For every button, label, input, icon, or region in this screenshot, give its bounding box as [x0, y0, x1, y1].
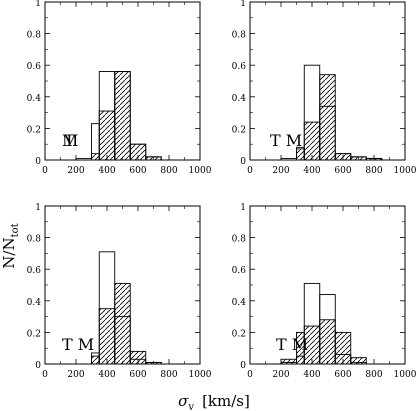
y-tick-label: 1: [35, 203, 41, 213]
x-tick-label: 200: [272, 166, 289, 176]
y-tick-label: 0.2: [232, 125, 246, 135]
x-tick-label: 0: [247, 370, 253, 380]
x-tick-label: 800: [160, 370, 177, 380]
y-tick-label: 0.4: [232, 94, 247, 104]
hatched-bar: [319, 319, 336, 365]
x-axis-label-units: [km/s]: [202, 392, 250, 410]
x-tick-label: 600: [129, 370, 146, 380]
y-tick-label: 0.2: [232, 329, 246, 339]
histogram-panel-top-right: 0 200 400 600 800 1000 0 0.2 0.4 0.6 0.8 1 T M: [232, 0, 417, 176]
x-tick-label: 200: [67, 370, 84, 380]
x-tick-label: 400: [98, 370, 115, 380]
y-tick-label: 1: [240, 0, 246, 9]
x-tick-label: 200: [272, 370, 289, 380]
x-tick-label: 0: [247, 166, 253, 176]
x-tick-label: 1000: [189, 370, 212, 380]
x-tick-label: 1000: [394, 370, 417, 380]
hatched-bar: [91, 355, 100, 365]
panel-annotation: T M: [270, 131, 302, 150]
y-tick-label: 0.8: [232, 235, 247, 245]
y-tick-label: 0.8: [27, 235, 42, 245]
y-tick-label: 0.8: [232, 31, 247, 41]
x-axis-label: σv [km/s]: [178, 392, 250, 411]
y-tick-label: 1: [240, 203, 246, 213]
y-tick-label: 0.6: [27, 266, 42, 276]
panel-annotation: T M: [62, 335, 94, 354]
y-tick-label: 0.6: [232, 62, 247, 72]
hatched-bar: [91, 153, 100, 161]
y-tick-label: 0: [240, 361, 246, 371]
x-tick-label: 1000: [394, 166, 417, 176]
y-axis-label: N/Ntot: [0, 223, 21, 268]
x-tick-label: 200: [67, 166, 84, 176]
x-tick-label: 800: [365, 370, 382, 380]
x-tick-label: 1000: [189, 166, 212, 176]
x-tick-label: 600: [129, 166, 146, 176]
x-tick-label: 400: [303, 370, 320, 380]
x-tick-label: 400: [303, 166, 320, 176]
x-tick-label: 800: [160, 166, 177, 176]
x-tick-label: 800: [365, 166, 382, 176]
y-tick-label: 0.2: [27, 125, 41, 135]
hatched-bar: [296, 148, 305, 161]
histogram-panel-bottom-right: 0 200 400 600 800 1000 0 0.2 0.4 0.6 0.8 1 T M: [232, 203, 417, 380]
panel-annotation-overlap: T: [64, 131, 75, 150]
y-tick-label: 0.4: [27, 94, 42, 104]
histogram-panel-bottom-left: 0 200 400 600 800 1000 0 0.2 0.4 0.6 0.8 1 T M: [27, 203, 212, 380]
y-axis-label-main: N/N: [0, 237, 18, 268]
x-tick-label: 0: [42, 166, 48, 176]
x-tick-label: 400: [98, 166, 115, 176]
hatched-bar: [303, 121, 321, 161]
x-axis-label-subscript: v: [187, 402, 194, 411]
histogram-panel-top-left: 0 200 400 600 800 1000 0 0.2 0.4 0.6 0.8 1 MT: [27, 0, 212, 176]
x-tick-label: 600: [334, 166, 351, 176]
y-tick-label: 0.6: [232, 266, 247, 276]
x-tick-label: 600: [334, 370, 351, 380]
y-tick-label: 0: [35, 157, 41, 167]
panel-annotation: T M: [276, 335, 308, 354]
hatched-bar: [280, 358, 297, 365]
hatched-bar: [114, 71, 131, 161]
hatched-bar: [319, 74, 336, 161]
y-tick-label: 0.2: [27, 329, 41, 339]
hatched-bar: [114, 282, 131, 365]
panel-annotation: M: [62, 131, 78, 150]
y-tick-label: 0.8: [27, 31, 42, 41]
x-tick-label: 0: [42, 370, 48, 380]
hatched-bar: [98, 110, 116, 161]
y-tick-label: 1: [35, 0, 41, 9]
y-axis-label-subscript: tot: [10, 223, 21, 237]
y-tick-label: 0.4: [27, 298, 42, 308]
y-tick-label: 0: [240, 157, 246, 167]
y-tick-label: 0.6: [27, 62, 42, 72]
y-tick-label: 0.4: [232, 298, 247, 308]
hatched-bar: [98, 308, 116, 365]
x-axis-label-symbol: σ: [178, 392, 189, 410]
y-tick-label: 0: [35, 361, 41, 371]
